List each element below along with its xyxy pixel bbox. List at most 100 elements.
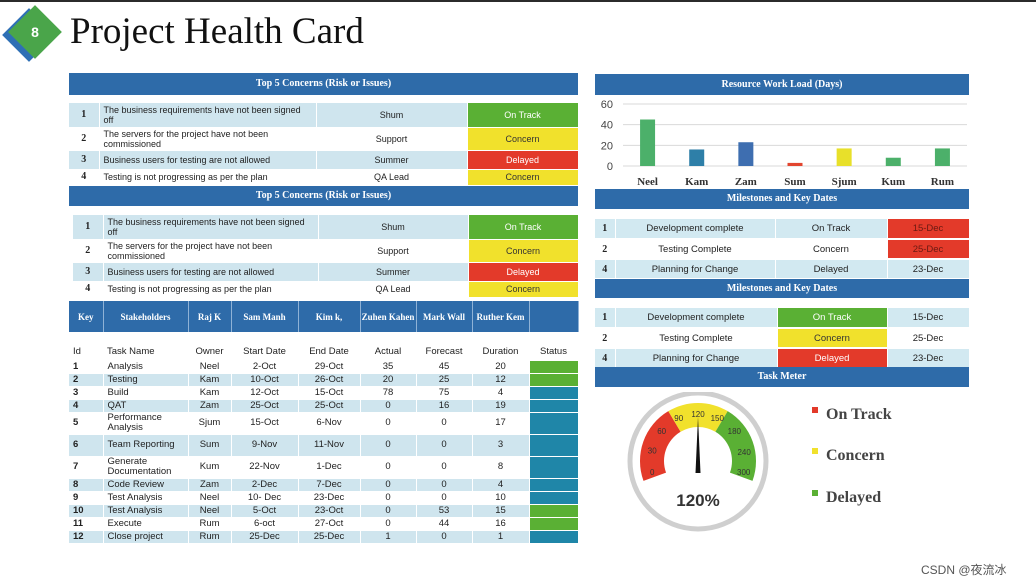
concern-status-badge: Concern xyxy=(467,127,579,151)
task-start: 10- Dec xyxy=(231,491,299,505)
concern-status-badge: Concern xyxy=(468,281,579,298)
milestone-date: 23-Dec xyxy=(887,348,970,369)
gauge-tick-label: 0 xyxy=(650,468,655,477)
concern-row: 3 Business users for testing are not allo… xyxy=(73,262,579,282)
stakeholder-header-cell: Zuhen Kahen xyxy=(360,301,417,332)
legend-swatch-icon xyxy=(812,407,818,413)
task-start: 9-Nov xyxy=(231,434,299,457)
task-row: 10 Test Analysis Neel 5-Oct 23-Oct 0 53 15 xyxy=(69,504,579,518)
concern-row: 2 The servers for the project have not be… xyxy=(69,127,579,151)
chart-bar xyxy=(640,119,656,166)
gauge-tick-label: 60 xyxy=(657,427,666,436)
task-duration: 12 xyxy=(472,373,530,387)
task-forecast: 53 xyxy=(416,504,473,518)
task-end: 15-Oct xyxy=(298,386,361,400)
task-owner: Rum xyxy=(188,530,232,544)
task-row: 7 Generate Documentation Kum 22-Nov 1-Dec 0 0 8 xyxy=(69,456,579,479)
task-end: 25-Oct xyxy=(298,399,361,413)
task-column-header: Duration xyxy=(472,343,529,361)
task-column-header: Status xyxy=(529,343,578,361)
concern-status-badge: Delayed xyxy=(468,262,579,282)
task-owner: Kum xyxy=(188,456,232,479)
task-id: 12 xyxy=(69,530,104,544)
task-column-header: Id xyxy=(69,343,103,361)
task-id: 7 xyxy=(69,456,104,479)
concerns-1-header: Top 5 Concerns (Risk or Issues) xyxy=(69,73,578,95)
legend-swatch-icon xyxy=(812,490,818,496)
milestone-row: 4 Planning for Change Delayed 23-Dec xyxy=(595,259,970,280)
gauge-tick-label: 150 xyxy=(711,414,725,423)
milestone-date: 25-Dec xyxy=(887,239,970,260)
task-row: 9 Test Analysis Neel 10- Dec 23-Dec 0 0 10 xyxy=(69,491,579,505)
milestone-row: 2 Testing Complete Concern 25-Dec xyxy=(595,239,970,260)
concern-status-badge: Concern xyxy=(467,169,579,186)
milestone-number: 1 xyxy=(595,219,616,240)
slide-number: 8 xyxy=(31,24,39,40)
workload-header: Resource Work Load (Days) xyxy=(595,74,969,95)
task-start: 5-Oct xyxy=(231,504,299,518)
concern-number: 3 xyxy=(73,262,104,282)
task-id: 2 xyxy=(69,373,104,387)
concern-owner: QA Lead xyxy=(316,169,468,186)
task-duration: 17 xyxy=(472,412,530,435)
task-status-indicator xyxy=(529,386,579,400)
task-end: 27-Oct xyxy=(298,517,361,531)
chart-bar xyxy=(836,148,852,166)
task-status-indicator xyxy=(529,373,579,387)
milestone-row: 2 Testing Complete Concern 25-Dec xyxy=(595,328,970,349)
concern-row: 3 Business users for testing are not allo… xyxy=(69,150,579,170)
concern-row: 4 Testing is not progressing as per the p… xyxy=(73,281,579,298)
task-duration: 20 xyxy=(472,360,530,374)
chart-bar xyxy=(885,157,901,166)
milestones-2-table: 1 Development complete On Track 15-Dec 2 Test… xyxy=(595,308,970,369)
milestone-status-badge: Delayed xyxy=(777,348,888,369)
task-forecast: 0 xyxy=(416,456,473,479)
task-row: 3 Build Kam 12-Oct 15-Oct 78 75 4 xyxy=(69,386,579,400)
chart-bar xyxy=(934,148,950,166)
concern-number: 3 xyxy=(69,150,100,170)
milestones-1-table: 1 Development complete On Track 15-Dec 2 Test… xyxy=(595,219,970,280)
milestone-name: Testing Complete xyxy=(615,239,776,260)
task-meter-header: Task Meter xyxy=(595,367,969,387)
task-forecast: 0 xyxy=(416,412,473,435)
task-duration: 8 xyxy=(472,456,530,479)
task-row: 5 Performance Analysis Sjum 15-Oct 6-Nov 0 0 17 xyxy=(69,412,579,435)
task-id: 5 xyxy=(69,412,104,435)
task-status-indicator xyxy=(529,491,579,505)
task-id: 1 xyxy=(69,360,104,374)
task-status-indicator xyxy=(529,517,579,531)
task-row: 1 Analysis Neel 2-Oct 29-Oct 35 45 20 xyxy=(69,360,579,374)
task-actual: 0 xyxy=(360,412,417,435)
stakeholder-header-cell: Ruther Kem xyxy=(472,301,530,332)
task-end: 25-Dec xyxy=(298,530,361,544)
task-forecast: 45 xyxy=(416,360,473,374)
task-actual: 78 xyxy=(360,386,417,400)
slide-number-badge: 8 xyxy=(2,5,62,65)
milestone-name: Development complete xyxy=(615,308,778,329)
task-forecast: 0 xyxy=(416,434,473,457)
task-actual: 0 xyxy=(360,504,417,518)
task-owner: Kam xyxy=(188,373,232,387)
task-name: Team Reporting xyxy=(103,434,189,457)
task-column-header: End Date xyxy=(298,343,360,361)
concern-number: 4 xyxy=(73,281,104,298)
concern-text: The business requirements have not been … xyxy=(103,215,319,240)
page-title: Project Health Card xyxy=(70,11,364,52)
task-id: 10 xyxy=(69,504,104,518)
gauge-tick-label: 30 xyxy=(648,446,657,455)
task-id: 4 xyxy=(69,399,104,413)
task-start: 25-Oct xyxy=(231,399,299,413)
task-start: 15-Oct xyxy=(231,412,299,435)
concern-text: The servers for the project have not bee… xyxy=(99,127,317,151)
task-status-indicator xyxy=(529,504,579,518)
milestone-name: Planning for Change xyxy=(615,259,776,280)
watermark: CSDN @夜流冰 xyxy=(921,563,1007,577)
task-end: 7-Dec xyxy=(298,478,361,492)
task-start: 22-Nov xyxy=(231,456,299,479)
task-start: 25-Dec xyxy=(231,530,299,544)
gauge-needle xyxy=(695,417,701,473)
concern-row: 4 Testing is not progressing as per the p… xyxy=(69,169,579,186)
chart-x-label: Neel xyxy=(637,176,658,188)
task-row: 2 Testing Kam 10-Oct 26-Oct 20 25 12 xyxy=(69,373,579,387)
concern-number: 1 xyxy=(73,215,104,240)
